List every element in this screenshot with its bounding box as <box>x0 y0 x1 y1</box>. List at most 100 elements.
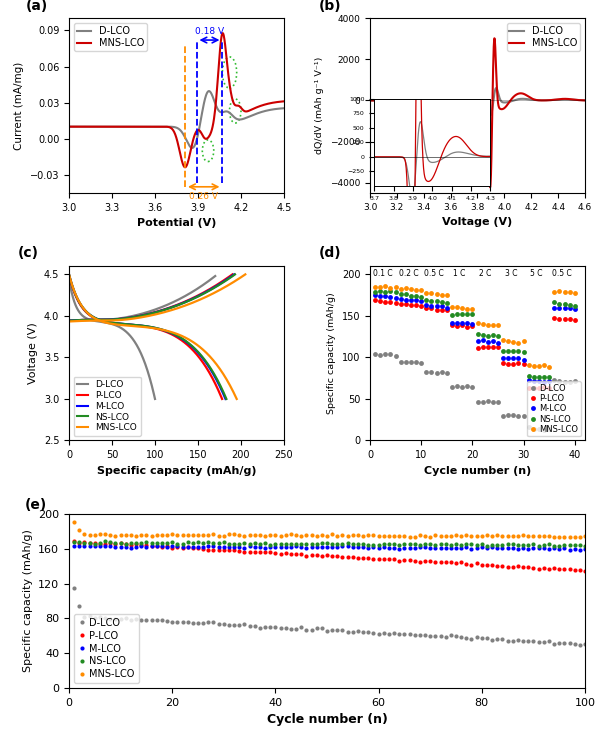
MNS-LCO <box>71 518 78 527</box>
MNS-LCO <box>443 291 451 300</box>
MNS-LCO <box>514 89 521 98</box>
D-LCO <box>423 367 430 376</box>
M-LCO <box>561 304 568 313</box>
Text: 2 C: 2 C <box>479 269 491 277</box>
D-LCO <box>556 377 563 386</box>
D-LCO <box>581 96 589 105</box>
M-LCO <box>525 376 532 385</box>
P-LCO <box>382 298 389 307</box>
Text: 5 C: 5 C <box>530 269 542 277</box>
D-LCO <box>461 96 468 105</box>
MNS-LCO <box>412 286 419 294</box>
Line: MNS-LCO: MNS-LCO <box>69 33 284 167</box>
MNS-LCO <box>535 362 542 371</box>
MNS-LCO <box>181 163 188 171</box>
P-LCO <box>407 300 415 309</box>
M-LCO <box>479 336 486 344</box>
NS-LCO <box>382 287 389 296</box>
MNS-LCO <box>219 29 226 38</box>
P-LCO <box>433 305 440 314</box>
P-LCO <box>556 565 563 573</box>
D-LCO <box>209 93 217 102</box>
D-LCO <box>571 377 578 386</box>
P-LCO <box>530 384 538 393</box>
D-LCO <box>103 122 110 131</box>
P-LCO <box>520 360 527 369</box>
P-LCO <box>499 358 506 367</box>
NS-LCO <box>387 287 394 296</box>
MNS-LCO <box>392 283 399 291</box>
P-LCO <box>581 567 589 576</box>
M-LCO <box>392 293 399 302</box>
M-LCO <box>428 301 435 310</box>
M-LCO <box>194 542 202 551</box>
NS-LCO <box>581 542 589 551</box>
D-LCO <box>193 138 200 146</box>
P-LCO <box>551 314 558 322</box>
M-LCO <box>530 376 538 385</box>
D-LCO <box>489 397 496 406</box>
D-LCO <box>515 411 522 420</box>
NS-LCO <box>499 347 506 355</box>
MNS-LCO <box>538 96 545 105</box>
NS-LCO <box>194 538 202 547</box>
MNS-LCO <box>520 336 527 345</box>
MNS-LCO <box>334 531 341 540</box>
D-LCO <box>464 382 471 391</box>
NS-LCO <box>474 330 481 339</box>
Line: D-LCO: D-LCO <box>370 88 585 116</box>
NS-LCO <box>515 347 522 355</box>
MNS-LCO <box>489 320 496 329</box>
P-LCO <box>505 359 512 368</box>
MNS-LCO <box>387 283 394 292</box>
MNS-LCO <box>428 289 435 297</box>
P-LCO <box>71 537 78 545</box>
MNS-LCO <box>228 91 235 100</box>
M-LCO <box>545 377 553 386</box>
M-LCO <box>499 353 506 362</box>
M-LCO <box>494 339 502 347</box>
MNS-LCO <box>163 122 170 131</box>
MNS-LCO <box>556 286 563 295</box>
MNS-LCO <box>474 319 481 328</box>
D-LCO <box>407 358 415 367</box>
M-LCO <box>418 297 425 305</box>
MNS-LCO <box>499 336 506 344</box>
X-axis label: Voltage (V): Voltage (V) <box>442 217 512 227</box>
Line: D-LCO: D-LCO <box>69 91 284 148</box>
MNS-LCO <box>484 321 491 330</box>
MNS-LCO <box>193 127 200 136</box>
D-LCO <box>71 583 78 592</box>
MNS-LCO <box>566 288 573 297</box>
Text: 0.18 V: 0.18 V <box>195 27 224 37</box>
D-LCO <box>412 358 419 367</box>
M-LCO <box>489 337 496 346</box>
NS-LCO <box>433 296 440 305</box>
MNS-LCO <box>561 288 568 297</box>
Y-axis label: dQ/dV (mAh g⁻¹ V⁻¹): dQ/dV (mAh g⁻¹ V⁻¹) <box>316 57 325 155</box>
MNS-LCO <box>571 289 578 297</box>
NS-LCO <box>423 296 430 305</box>
MNS-LCO <box>418 286 425 294</box>
P-LCO <box>377 297 384 305</box>
Line: M-LCO: M-LCO <box>373 292 577 385</box>
M-LCO <box>407 296 415 305</box>
MNS-LCO <box>121 122 128 131</box>
Legend: D-LCO, P-LCO, M-LCO, NS-LCO, MNS-LCO: D-LCO, P-LCO, M-LCO, NS-LCO, MNS-LCO <box>74 614 139 683</box>
Text: (e): (e) <box>25 498 47 512</box>
P-LCO <box>397 300 404 308</box>
Text: 0.26 V: 0.26 V <box>189 191 218 201</box>
D-LCO <box>530 425 538 434</box>
P-LCO <box>469 322 476 330</box>
P-LCO <box>556 314 563 323</box>
D-LCO <box>541 425 548 434</box>
MNS-LCO <box>491 34 498 43</box>
D-LCO <box>561 377 568 386</box>
NS-LCO <box>464 310 471 319</box>
Legend: D-LCO, MNS-LCO: D-LCO, MNS-LCO <box>74 24 148 51</box>
P-LCO <box>375 554 382 563</box>
Legend: D-LCO, P-LCO, M-LCO, NS-LCO, MNS-LCO: D-LCO, P-LCO, M-LCO, NS-LCO, MNS-LCO <box>74 377 140 436</box>
NS-LCO <box>520 347 527 356</box>
M-LCO <box>535 377 542 386</box>
P-LCO <box>464 322 471 331</box>
